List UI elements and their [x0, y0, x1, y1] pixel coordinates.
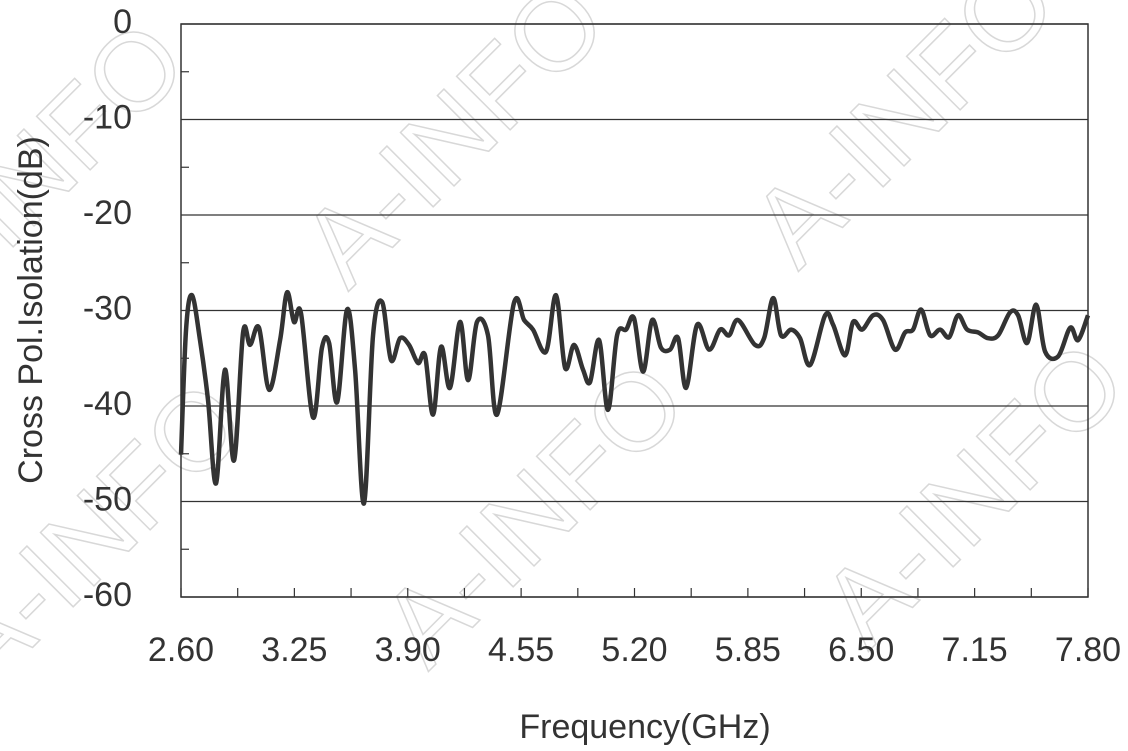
- x-tick-label: 5.20: [601, 631, 667, 669]
- plot-frame: [180, 23, 1089, 598]
- y-tick-label: -10: [83, 98, 132, 136]
- x-tick-label: 6.50: [828, 631, 894, 669]
- x-tick-label: 3.90: [375, 631, 441, 669]
- x-tick-label: 3.25: [261, 631, 327, 669]
- y-axis-title: Cross Pol.Isolation(dB): [12, 136, 50, 484]
- watermark: A-INFO: [278, 0, 629, 309]
- watermark: A-INFO: [728, 0, 1079, 289]
- y-tick-label: -20: [83, 194, 132, 232]
- x-tick-label: 7.15: [942, 631, 1008, 669]
- y-tick-label: -60: [83, 576, 132, 614]
- y-tick-label: -40: [83, 385, 132, 423]
- data-line: [178, 290, 1091, 506]
- y-tick-label: -50: [83, 480, 132, 518]
- watermark: A-INFO: [798, 318, 1128, 669]
- x-axis-title: Frequency(GHz): [519, 708, 770, 746]
- x-tick-label: 7.80: [1055, 631, 1121, 669]
- x-tick-label: 5.85: [715, 631, 781, 669]
- x-tick-label: 2.60: [148, 631, 214, 669]
- y-tick-label: 0: [113, 3, 132, 41]
- plot-layer: 0 -10 -20 -30 -40 -50 -60 2.60 3.25 3.90 4.55 5.20 5…: [83, 3, 1121, 669]
- x-tick-label: 4.55: [488, 631, 554, 669]
- y-tick-label: -30: [83, 289, 132, 327]
